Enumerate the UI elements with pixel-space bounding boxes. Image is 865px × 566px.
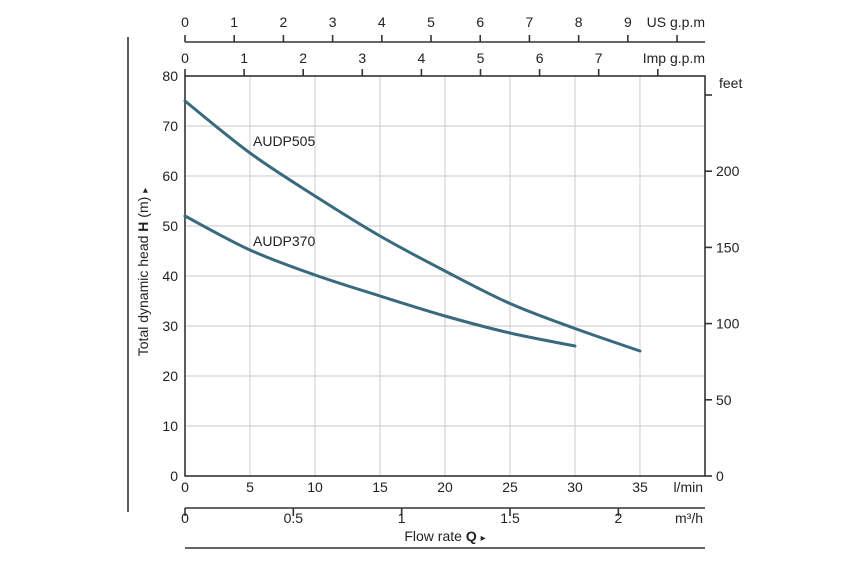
y-tick-label: 60 bbox=[162, 168, 178, 184]
imp-gpm-axis-label: Imp g.p.m bbox=[643, 50, 705, 66]
m3h-axis-label: m³/h bbox=[675, 510, 703, 526]
feet-tick-label: 200 bbox=[716, 163, 740, 179]
us-gpm-tick-label: 0 bbox=[181, 14, 189, 30]
y-tick-label: 10 bbox=[162, 418, 178, 434]
m3h-tick-label: 1 bbox=[398, 510, 406, 526]
y-tick-label: 0 bbox=[170, 468, 178, 484]
x-tick-label: 20 bbox=[437, 479, 453, 495]
us-gpm-tick-label: 9 bbox=[624, 14, 632, 30]
series bbox=[183, 99, 642, 353]
x-axis-title: Flow rate Q ▸ bbox=[404, 528, 485, 544]
y-tick-label: 20 bbox=[162, 368, 178, 384]
feet-tick-label: 150 bbox=[716, 239, 740, 255]
us-gpm-tick-label: 4 bbox=[378, 14, 386, 30]
y-tick-label: 70 bbox=[162, 118, 178, 134]
curve-audp505 bbox=[183, 99, 642, 353]
imp-gpm-tick-label: 0 bbox=[181, 50, 189, 66]
m3h-tick-label: 2 bbox=[614, 510, 622, 526]
us-gpm-tick-label: 6 bbox=[476, 14, 484, 30]
x-tick-label: 15 bbox=[372, 479, 388, 495]
y-axis-title: Total dynamic head H (m) ▸ bbox=[135, 188, 151, 356]
x-tick-label: 35 bbox=[632, 479, 648, 495]
imp-gpm-tick-label: 4 bbox=[417, 50, 425, 66]
y-tick-label: 40 bbox=[162, 268, 178, 284]
us-gpm-tick-label: 8 bbox=[575, 14, 583, 30]
us-gpm-tick-label: 3 bbox=[329, 14, 337, 30]
imp-gpm-tick-label: 1 bbox=[240, 50, 248, 66]
x-tick-label: 10 bbox=[307, 479, 323, 495]
y-tick-label: 50 bbox=[162, 218, 178, 234]
imp-gpm-tick-label: 2 bbox=[299, 50, 307, 66]
feet-tick-label: 0 bbox=[716, 468, 724, 484]
imp-gpm-tick-label: 7 bbox=[595, 50, 603, 66]
x-tick-label: 25 bbox=[502, 479, 518, 495]
x-tick-label: 5 bbox=[246, 479, 254, 495]
curve-label: AUDP370 bbox=[253, 233, 315, 249]
imp-gpm-tick-label: 5 bbox=[477, 50, 485, 66]
feet-axis-label: feet bbox=[719, 75, 742, 91]
feet-tick-label: 50 bbox=[716, 392, 732, 408]
curve-label: AUDP505 bbox=[253, 133, 315, 149]
imp-gpm-tick-label: 6 bbox=[536, 50, 544, 66]
us-gpm-tick-label: 5 bbox=[427, 14, 435, 30]
grid bbox=[185, 76, 705, 476]
us-gpm-axis-label: US g.p.m bbox=[647, 14, 705, 30]
m3h-tick-label: 0.5 bbox=[284, 510, 304, 526]
x-tick-label: 0 bbox=[181, 479, 189, 495]
plot-frame bbox=[184, 75, 706, 477]
x-unit-label: l/min bbox=[673, 479, 703, 495]
us-gpm-tick-label: 1 bbox=[230, 14, 238, 30]
m3h-tick-label: 0 bbox=[181, 510, 189, 526]
y-tick-label: 80 bbox=[162, 68, 178, 84]
x-tick-label: 30 bbox=[567, 479, 583, 495]
y-tick-label: 30 bbox=[162, 318, 178, 334]
imp-gpm-tick-label: 3 bbox=[358, 50, 366, 66]
m3h-tick-label: 1.5 bbox=[500, 510, 520, 526]
us-gpm-tick-label: 7 bbox=[526, 14, 534, 30]
axes bbox=[127, 35, 712, 549]
feet-tick-label: 100 bbox=[716, 316, 740, 332]
us-gpm-tick-label: 2 bbox=[280, 14, 288, 30]
curve-audp370 bbox=[183, 214, 577, 348]
